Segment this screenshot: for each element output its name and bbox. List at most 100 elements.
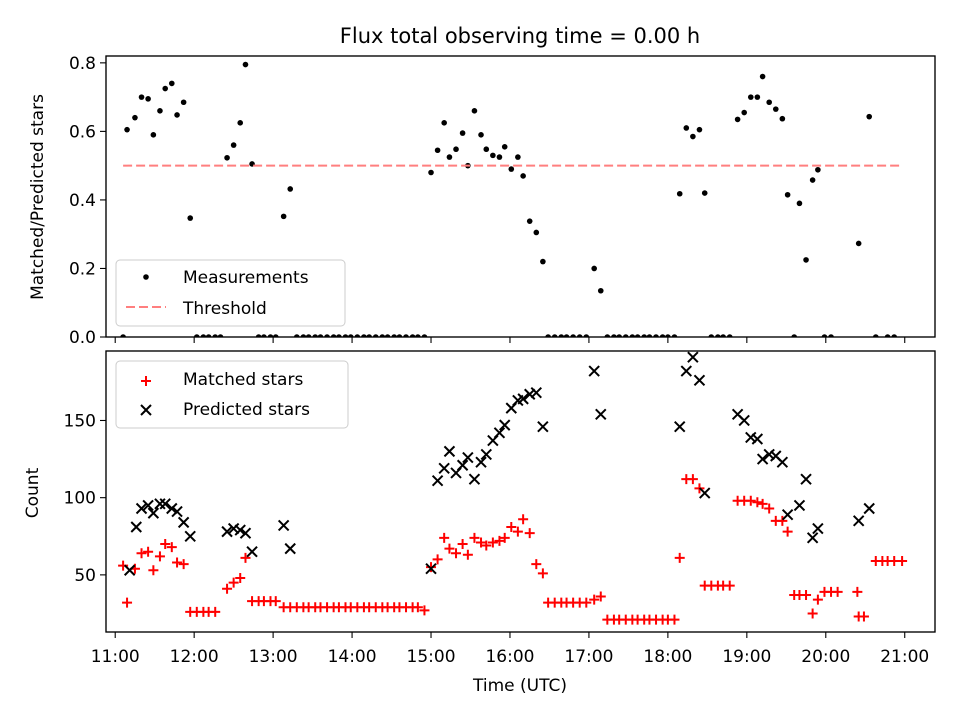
measurement-point xyxy=(754,94,761,100)
measurement-point xyxy=(312,334,319,337)
measurement-point xyxy=(471,108,478,114)
measurement-point xyxy=(193,334,200,337)
x-tick-label: 21:00 xyxy=(880,647,929,667)
predicted-star-point xyxy=(852,515,865,527)
measurement-point xyxy=(483,146,490,153)
measurement-point xyxy=(855,240,862,247)
predicted-star-point xyxy=(184,530,196,542)
measurement-point xyxy=(884,334,891,337)
matched-star-point xyxy=(777,515,788,526)
measurement-point xyxy=(891,334,898,337)
measurement-point xyxy=(791,334,798,337)
measurement-point xyxy=(526,218,533,224)
measurement-point xyxy=(403,334,409,337)
matched-star-point xyxy=(764,503,775,514)
measurement-point xyxy=(421,334,428,337)
measurement-point xyxy=(591,265,597,272)
measurement-point xyxy=(347,334,354,337)
measurement-point xyxy=(734,116,741,123)
matched-star-point xyxy=(210,606,221,617)
measurement-point xyxy=(772,106,779,112)
matched-star-point xyxy=(160,538,171,549)
measurement-point xyxy=(294,334,300,337)
predicted-star-point xyxy=(524,388,536,400)
measurement-point xyxy=(726,334,733,337)
top-y-tick-label: 0.0 xyxy=(69,328,96,348)
matched-star-point xyxy=(178,559,189,570)
matched-star-point xyxy=(581,597,592,608)
x-tick-label: 13:00 xyxy=(249,647,298,667)
measurement-point xyxy=(205,334,212,337)
measurement-point xyxy=(515,154,521,160)
matched-star-point xyxy=(494,535,505,546)
measurement-point xyxy=(809,177,816,183)
matched-star-point xyxy=(419,605,430,616)
x-axis-label: Time (UTC) xyxy=(472,676,567,696)
measurement-point xyxy=(372,334,379,337)
matched-star-point xyxy=(669,614,680,625)
matched-star-point xyxy=(172,557,183,568)
matched-star-point xyxy=(444,543,455,554)
measurement-point xyxy=(272,334,279,337)
matched-star-point xyxy=(537,568,548,579)
predicted-star-point xyxy=(456,459,469,471)
top-y-tick-label: 0.2 xyxy=(69,259,96,279)
legend-threshold-label: Threshold xyxy=(182,299,267,319)
measurement-point xyxy=(671,334,678,337)
predicted-star-point xyxy=(438,462,450,475)
measurement-point xyxy=(720,334,726,337)
predicted-star-point xyxy=(443,445,456,458)
legend-predicted-label: Predicted stars xyxy=(183,400,310,420)
matched-star-point xyxy=(589,594,600,605)
matched-star-point xyxy=(897,555,908,566)
matched-star-point xyxy=(782,526,793,537)
predicted-star-point xyxy=(499,419,511,431)
matched-star-point xyxy=(531,559,542,570)
bottom-legend: Matched stars Predicted stars xyxy=(115,360,349,429)
matched-star-point xyxy=(858,611,869,622)
predicted-star-point xyxy=(530,386,542,399)
predicted-star-point xyxy=(793,499,806,512)
predicted-star-point xyxy=(130,521,142,533)
measurement-point xyxy=(821,334,828,337)
measurement-point xyxy=(409,334,416,337)
top-legend: Measurements Threshold xyxy=(115,259,346,327)
x-tick-label: 18:00 xyxy=(643,647,692,667)
legend-measurements-label: Measurements xyxy=(183,268,309,288)
top-panel: Matched/Predicted stars 0.0 0.2 0.4 0.6 0.8 xyxy=(28,54,936,348)
predicted-star-point xyxy=(776,456,789,468)
top-legend-box xyxy=(115,259,346,327)
predicted-star-point xyxy=(680,365,693,377)
x-tick-label: 11:00 xyxy=(91,647,140,667)
matched-star-point xyxy=(122,597,133,608)
matched-star-point xyxy=(228,577,239,588)
measurement-point xyxy=(676,190,683,197)
predicted-star-point xyxy=(159,498,171,510)
matched-star-point xyxy=(270,596,281,607)
predicted-star-point xyxy=(800,473,812,485)
matched-star-point xyxy=(462,549,473,560)
measurement-point xyxy=(224,154,230,161)
matched-star-point xyxy=(166,542,177,553)
matched-star-point xyxy=(506,522,517,533)
predicted-star-point xyxy=(480,448,492,461)
predicted-star-point xyxy=(171,505,183,518)
measurement-point xyxy=(237,120,244,126)
measurement-point xyxy=(622,334,629,337)
measurement-point xyxy=(157,108,163,114)
x-tick-label: 19:00 xyxy=(722,647,771,667)
matched-star-point xyxy=(235,572,246,583)
legend-predicted-marker xyxy=(140,404,152,416)
measurement-point xyxy=(741,109,747,116)
measurement-point xyxy=(478,132,484,138)
matched-star-point xyxy=(752,497,763,508)
measurement-point xyxy=(132,114,138,121)
measurement-point xyxy=(446,154,453,160)
matched-star-point xyxy=(812,594,823,605)
measurement-point xyxy=(641,334,647,337)
matched-star-point xyxy=(757,498,768,509)
measurement-point xyxy=(866,113,873,120)
matched-star-point xyxy=(240,552,251,563)
predicted-star-point xyxy=(751,433,764,445)
